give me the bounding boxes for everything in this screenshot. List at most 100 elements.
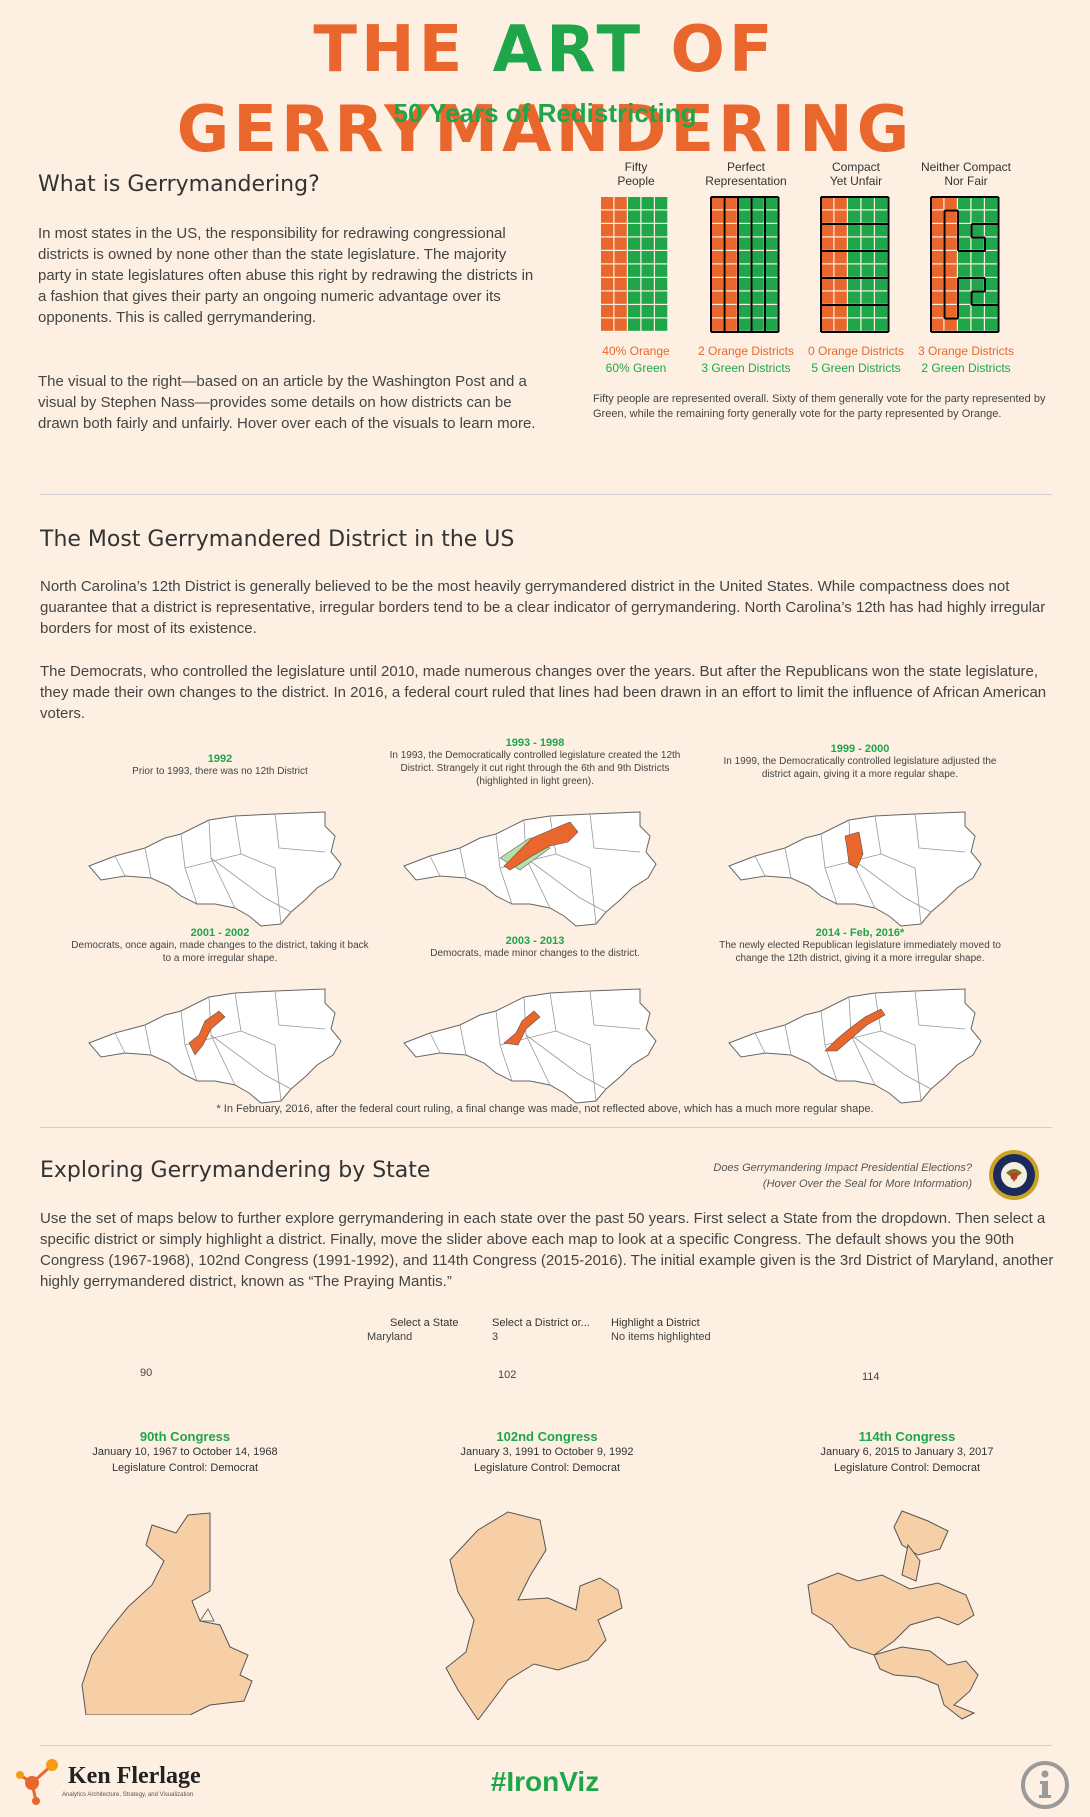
voter-cell — [711, 210, 724, 223]
voter-cell — [834, 318, 847, 331]
district-map-114[interactable] — [798, 1505, 1018, 1720]
voter-cell — [711, 224, 724, 237]
nc-district-line — [874, 815, 922, 925]
voter-cell — [821, 278, 834, 291]
nc-district-map[interactable] — [725, 985, 987, 1110]
voter-cell — [931, 210, 944, 223]
voter-cell — [821, 224, 834, 237]
voter-cell — [958, 278, 971, 291]
nc-map-description: Democrats, once again, made changes to t… — [71, 940, 369, 964]
voter-cell — [724, 210, 737, 223]
grid-caption-green: 2 Green Districts — [921, 361, 1011, 375]
voter-cell — [861, 251, 874, 264]
state-select[interactable]: Select a State Maryland — [367, 1317, 459, 1343]
nc-district-line — [784, 1024, 792, 1056]
voter-cell — [875, 224, 888, 237]
voter-cell — [821, 251, 834, 264]
voter-cell — [724, 224, 737, 237]
nc-12th-district — [844, 831, 864, 869]
voter-cell — [711, 305, 724, 318]
district-select[interactable]: Select a District or... 3 — [492, 1317, 590, 1343]
nc-district-line — [850, 1034, 932, 1090]
grid-caption-orange: 0 Orange Districts — [807, 344, 905, 358]
voter-cell — [655, 318, 668, 331]
voter-cell — [834, 210, 847, 223]
voter-cell — [931, 264, 944, 277]
grid-caption-orange: 2 Orange Districts — [697, 344, 795, 358]
voter-cell — [834, 278, 847, 291]
voter-cell — [601, 210, 614, 223]
district-map-90[interactable] — [80, 1505, 290, 1715]
voter-cell — [641, 264, 654, 277]
voter-cell — [641, 224, 654, 237]
nc-district-map[interactable] — [400, 808, 662, 933]
hashtag: #IronViz — [490, 1766, 600, 1797]
voter-cell — [985, 291, 998, 304]
voter-cell — [738, 237, 751, 250]
congress-slider-1[interactable]: 90 — [140, 1367, 153, 1379]
district-grid[interactable] — [928, 194, 1002, 335]
district-map-102[interactable] — [438, 1500, 658, 1720]
voter-cell — [751, 264, 764, 277]
author-tagline: Analytics Architecture, Strategy, and Vi… — [62, 1792, 194, 1798]
voter-cell — [944, 264, 957, 277]
presidential-seal-icon[interactable] — [988, 1149, 1040, 1201]
voter-cell — [971, 251, 984, 264]
voter-cell — [601, 224, 614, 237]
voter-cell — [848, 251, 861, 264]
voter-cell — [848, 224, 861, 237]
voter-cell — [765, 210, 778, 223]
nc-heading: The Most Gerrymandered District in the U… — [40, 527, 515, 552]
district-grid[interactable] — [708, 194, 782, 335]
nc-district-line — [429, 1032, 441, 1054]
footer-divider — [40, 1745, 1052, 1746]
grid-caption-green: 60% Green — [605, 361, 667, 375]
nc-district-map[interactable] — [85, 985, 347, 1110]
voter-cell — [765, 224, 778, 237]
voter-cell — [958, 291, 971, 304]
nc-paragraph-1: North Carolina’s 12th District is genera… — [40, 578, 1046, 637]
voter-cell — [641, 197, 654, 210]
voter-cell — [724, 251, 737, 264]
district-grid[interactable] — [818, 194, 892, 335]
voter-cell — [655, 237, 668, 250]
voter-cell — [875, 264, 888, 277]
voter-cell — [958, 210, 971, 223]
voter-cell — [765, 197, 778, 210]
voter-cell — [711, 278, 724, 291]
voter-cell — [724, 278, 737, 291]
congress-slider-3[interactable]: 114 — [862, 1371, 880, 1383]
nc-district-map[interactable] — [85, 808, 347, 933]
nc-district-line — [274, 990, 326, 1030]
nc-district-line — [184, 853, 242, 869]
congress-slider-2[interactable]: 102 — [498, 1369, 517, 1381]
voter-cell — [614, 318, 627, 331]
voter-cell — [944, 278, 957, 291]
nc-district-map[interactable] — [725, 808, 987, 933]
voter-cell — [931, 305, 944, 318]
voter-cell — [944, 237, 957, 250]
voter-cell — [834, 197, 847, 210]
nc-district-map[interactable] — [400, 985, 662, 1110]
voter-cell — [711, 251, 724, 264]
nc-map-period: 1999 - 2000 — [830, 743, 890, 755]
voter-cell — [738, 197, 751, 210]
voter-cell — [861, 305, 874, 318]
voter-cell — [944, 305, 957, 318]
voter-cell — [655, 291, 668, 304]
nc-district-line — [754, 1032, 766, 1054]
page-subtitle: 50 Years of Redistricting — [393, 98, 697, 128]
highlight-district[interactable]: Highlight a District No items highlighte… — [611, 1317, 711, 1343]
voter-cell — [958, 264, 971, 277]
nc-district-line — [114, 1032, 126, 1054]
voter-cell — [614, 251, 627, 264]
nc-state-outline — [728, 811, 982, 927]
voter-cell — [655, 210, 668, 223]
nc-district-line — [589, 990, 641, 1030]
nc-district-line — [210, 1034, 292, 1090]
district-grid[interactable] — [598, 194, 672, 335]
voter-cell — [985, 210, 998, 223]
nc-district-line — [234, 815, 282, 925]
nc-map-period: 2001 - 2002 — [190, 927, 250, 939]
info-icon[interactable] — [1020, 1760, 1070, 1810]
